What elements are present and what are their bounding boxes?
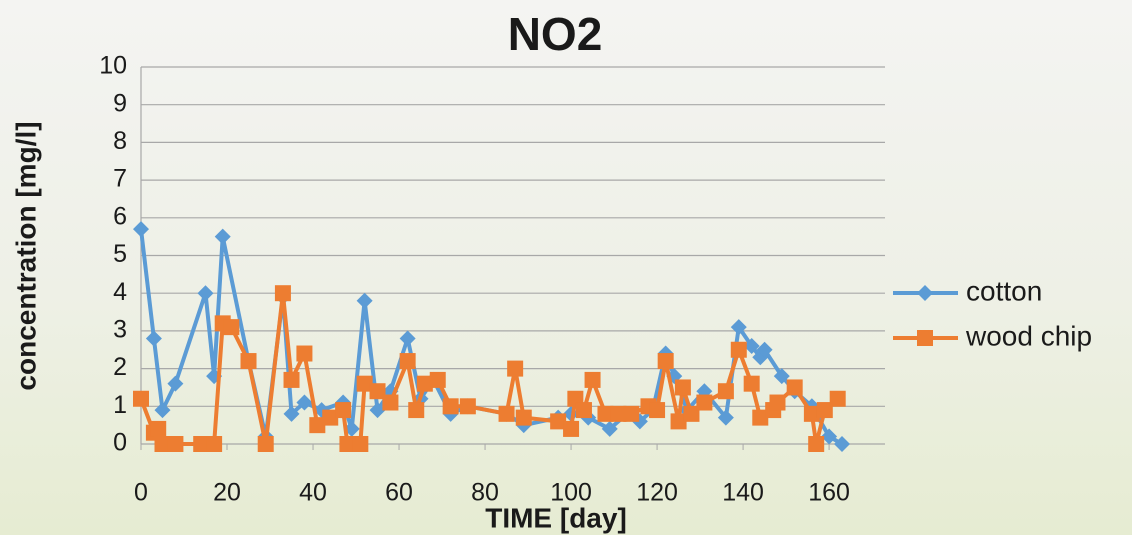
data-point <box>696 395 712 411</box>
data-point <box>150 421 166 437</box>
legend-marker <box>917 330 933 346</box>
data-point <box>133 391 149 407</box>
data-point <box>623 406 639 422</box>
x-tick-label: 40 <box>299 479 327 507</box>
data-point <box>443 398 459 414</box>
data-point <box>649 402 665 418</box>
data-point <box>787 379 803 395</box>
x-tick-label: 20 <box>213 479 241 507</box>
x-tick-label: 60 <box>385 479 413 507</box>
x-axis-label: TIME [day] <box>485 502 627 533</box>
data-point <box>223 319 239 335</box>
x-tick-label: 0 <box>134 479 148 507</box>
data-point <box>769 395 785 411</box>
y-tick-label: 6 <box>113 202 127 230</box>
y-tick-label: 9 <box>113 89 127 117</box>
data-point <box>718 383 734 399</box>
data-point <box>275 285 291 301</box>
data-point <box>296 346 312 362</box>
data-point <box>830 391 846 407</box>
y-tick-label: 7 <box>113 165 127 193</box>
data-point <box>460 398 476 414</box>
data-point <box>675 379 691 395</box>
y-tick-label: 5 <box>113 240 127 268</box>
chart-title: NO2 <box>508 8 603 60</box>
y-tick-label: 3 <box>113 316 127 344</box>
data-point <box>731 342 747 358</box>
data-point <box>585 372 601 388</box>
data-point <box>808 436 824 452</box>
data-point <box>241 353 257 369</box>
y-tick-label: 0 <box>113 429 127 457</box>
legend-label: cotton <box>966 275 1042 306</box>
data-point <box>499 406 515 422</box>
background <box>0 0 1132 535</box>
legend-label: wood chip <box>965 320 1092 351</box>
y-tick-label: 8 <box>113 127 127 155</box>
data-point <box>335 402 351 418</box>
data-point <box>167 436 183 452</box>
y-tick-label: 10 <box>99 52 127 80</box>
data-point <box>744 376 760 392</box>
data-point <box>258 436 274 452</box>
data-point <box>408 402 424 418</box>
y-tick-label: 4 <box>113 278 127 306</box>
x-tick-label: 80 <box>471 479 499 507</box>
data-point <box>382 395 398 411</box>
data-point <box>206 436 222 452</box>
x-tick-label: 140 <box>722 479 764 507</box>
data-point <box>284 372 300 388</box>
y-tick-label: 1 <box>113 391 127 419</box>
data-point <box>400 353 416 369</box>
data-point <box>516 410 532 426</box>
x-tick-label: 120 <box>636 479 678 507</box>
data-point <box>352 436 368 452</box>
chart: NO2 TIME [day] concentration [mg/l] 0 1 2 3… <box>0 0 1132 535</box>
y-axis-label: concentration [mg/l] <box>10 121 41 390</box>
data-point <box>576 402 592 418</box>
data-point <box>430 372 446 388</box>
data-point <box>507 361 523 377</box>
data-point <box>658 353 674 369</box>
y-tick-label: 2 <box>113 353 127 381</box>
x-tick-label: 160 <box>808 479 850 507</box>
x-tick-label: 100 <box>550 479 592 507</box>
data-point <box>563 421 579 437</box>
